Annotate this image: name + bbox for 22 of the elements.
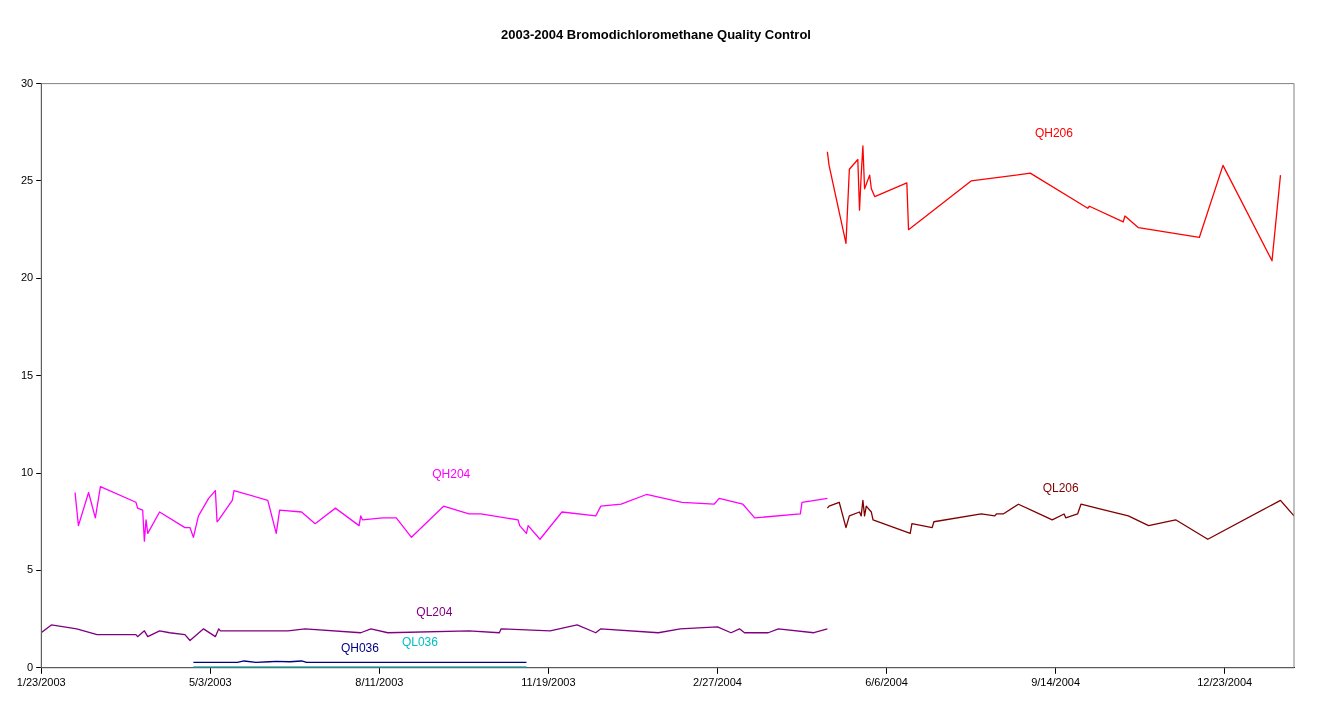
text: QH204: [432, 467, 471, 482]
x-tick-label: 9/14/2004: [1031, 676, 1081, 689]
x-tick-label: 12/23/2004: [1197, 676, 1253, 689]
y-tick-label: 25: [20, 174, 34, 186]
y-tick-label: 10: [20, 466, 34, 479]
series-label: QH036: [340, 641, 380, 656]
text: QH206: [1034, 126, 1074, 141]
series-label: QL204: [416, 605, 453, 620]
x-tick-label: 5/3/2003: [188, 676, 232, 689]
x-tick-label: 2/27/2004: [693, 676, 742, 689]
x-tick-label: 6/6/2004: [865, 676, 908, 689]
series-label: QL206: [1042, 480, 1080, 495]
y-tick-label: 15: [20, 368, 34, 381]
x-tick-label: 11/19/2003: [521, 676, 576, 689]
y-tick-label: 20: [20, 271, 34, 284]
chart-title: 2003-2004 Bromodichloromethane Quality Control: [501, 27, 811, 43]
x-tick-label: 1/23/2003: [16, 676, 66, 689]
series-label: QL036: [401, 635, 439, 650]
y-tick-label: 30: [20, 76, 34, 89]
x-tick-label: 8/11/2003: [355, 676, 404, 689]
y-tick-label: 5: [27, 563, 34, 576]
y-tick-label: 0: [27, 660, 34, 673]
